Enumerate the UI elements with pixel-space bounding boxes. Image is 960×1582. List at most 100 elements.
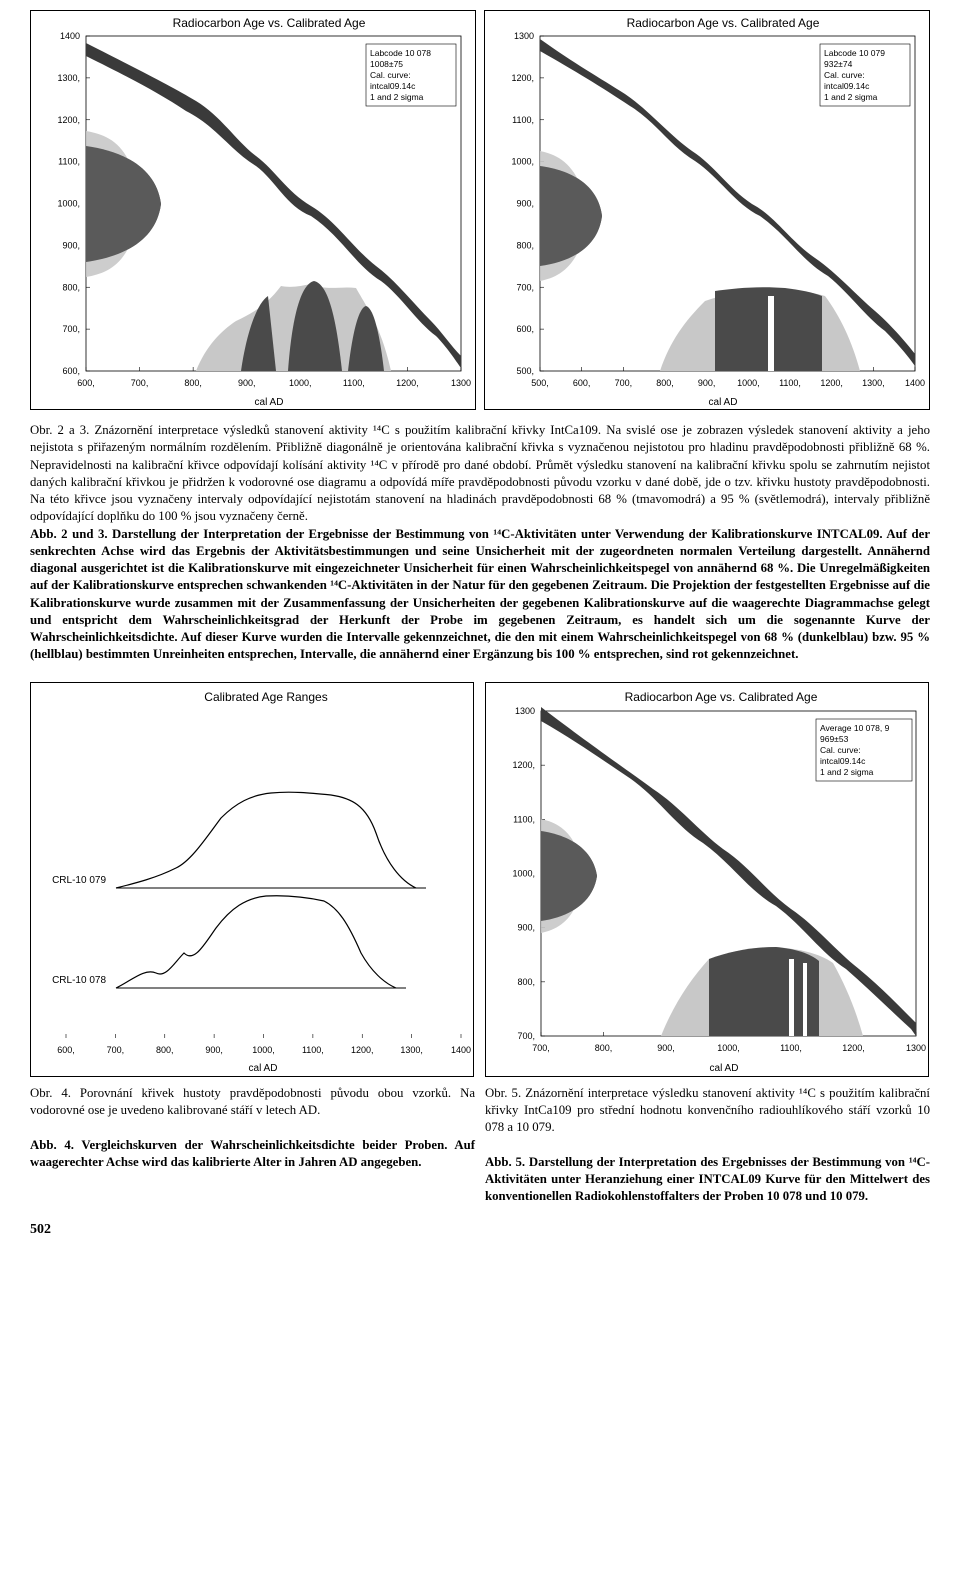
page-number: 502: [30, 1222, 930, 1238]
caption-abb23: Abb. 2 und 3. Darstellung der Interpreta…: [30, 527, 930, 662]
top-caption: Obr. 2 a 3. Znázornění interpretace výsl…: [30, 422, 930, 664]
svg-text:900,: 900,: [62, 240, 80, 250]
svg-text:1000,: 1000,: [717, 1043, 740, 1053]
svg-text:1400: 1400: [905, 378, 925, 388]
caption-abb5: Abb. 5. Darstellung der Interpretation d…: [485, 1155, 930, 1204]
svg-text:932±74: 932±74: [824, 59, 853, 69]
chart-4-title: Radiocarbon Age vs. Calibrated Age: [625, 690, 818, 704]
svg-text:CRL-10 079: CRL-10 079: [52, 875, 106, 886]
bottom-row: Calibrated Age Ranges CRL-10 079 CRL-10 …: [30, 682, 930, 1206]
chart-1: Radiocarbon Age vs. Calibrated Age 600, 7…: [30, 10, 476, 410]
svg-text:1 and 2 sigma: 1 and 2 sigma: [370, 92, 424, 102]
svg-text:Labcode 10 078: Labcode 10 078: [370, 48, 431, 58]
svg-text:cal AD: cal AD: [710, 1063, 739, 1074]
svg-text:CRL-10 078: CRL-10 078: [52, 975, 106, 986]
svg-text:1300,: 1300,: [57, 73, 80, 83]
svg-text:1200,: 1200,: [512, 760, 535, 770]
svg-text:600,: 600,: [62, 366, 80, 376]
svg-text:700,: 700,: [532, 1043, 550, 1053]
svg-text:1300,: 1300,: [400, 1045, 423, 1055]
chart-4: Radiocarbon Age vs. Calibrated Age 700, 8…: [485, 682, 929, 1077]
svg-text:1300: 1300: [451, 378, 471, 388]
svg-text:1300: 1300: [514, 31, 534, 41]
svg-text:Cal. curve:: Cal. curve:: [824, 70, 865, 80]
svg-text:500,: 500,: [531, 378, 549, 388]
svg-text:900,: 900,: [698, 378, 716, 388]
svg-text:900,: 900,: [517, 922, 535, 932]
svg-text:600,: 600,: [516, 324, 534, 334]
svg-text:1008±75: 1008±75: [370, 59, 403, 69]
svg-text:700,: 700,: [615, 378, 633, 388]
svg-text:1100,: 1100,: [58, 157, 80, 167]
svg-text:1100,: 1100,: [343, 378, 365, 388]
svg-text:1100,: 1100,: [302, 1045, 324, 1055]
svg-text:1400: 1400: [451, 1045, 471, 1055]
svg-text:700,: 700,: [131, 378, 149, 388]
svg-text:1000,: 1000,: [252, 1045, 275, 1055]
svg-text:900,: 900,: [205, 1045, 223, 1055]
caption-obr4: Obr. 4. Porovnání křivek hustoty pravděp…: [30, 1086, 475, 1117]
caption-obr4-block: Obr. 4. Porovnání křivek hustoty pravděp…: [30, 1085, 475, 1171]
svg-text:900,: 900,: [657, 1043, 675, 1053]
svg-text:cal AD: cal AD: [255, 397, 284, 408]
svg-text:cal AD: cal AD: [709, 397, 738, 408]
svg-text:Cal. curve:: Cal. curve:: [370, 70, 411, 80]
caption-obr5-block: Obr. 5. Znázornění interpretace výsledku…: [485, 1085, 930, 1206]
svg-text:800,: 800,: [656, 378, 674, 388]
svg-text:1200,: 1200,: [396, 378, 419, 388]
top-chart-row: Radiocarbon Age vs. Calibrated Age 600, 7…: [30, 10, 930, 410]
svg-text:1200,: 1200,: [820, 378, 843, 388]
svg-text:1300: 1300: [515, 706, 535, 716]
svg-text:1000,: 1000,: [511, 157, 534, 167]
svg-text:800,: 800,: [184, 378, 202, 388]
svg-text:Labcode 10 079: Labcode 10 079: [824, 48, 885, 58]
svg-text:intcal09.14c: intcal09.14c: [820, 756, 866, 766]
svg-text:800,: 800,: [517, 977, 535, 987]
svg-text:969±53: 969±53: [820, 734, 849, 744]
svg-text:800,: 800,: [156, 1045, 174, 1055]
svg-text:1100,: 1100,: [513, 814, 535, 824]
svg-text:intcal09.14c: intcal09.14c: [370, 81, 416, 91]
svg-text:1000,: 1000,: [57, 199, 80, 209]
svg-text:500,: 500,: [516, 366, 534, 376]
svg-text:1300: 1300: [906, 1043, 926, 1053]
svg-text:900,: 900,: [516, 199, 534, 209]
caption-obr5: Obr. 5. Znázornění interpretace výsledku…: [485, 1086, 930, 1135]
svg-text:1 and 2 sigma: 1 and 2 sigma: [820, 767, 874, 777]
svg-text:1200,: 1200,: [842, 1043, 865, 1053]
svg-text:intcal09.14c: intcal09.14c: [824, 81, 870, 91]
svg-text:1300,: 1300,: [862, 378, 885, 388]
svg-text:600,: 600,: [77, 378, 95, 388]
svg-text:700,: 700,: [107, 1045, 125, 1055]
svg-text:1200,: 1200,: [511, 73, 534, 83]
svg-text:700,: 700,: [517, 1031, 535, 1041]
chart-1-title: Radiocarbon Age vs. Calibrated Age: [173, 16, 366, 30]
svg-text:1400: 1400: [60, 31, 80, 41]
svg-text:1100,: 1100,: [780, 1043, 802, 1053]
svg-text:900,: 900,: [238, 378, 256, 388]
svg-text:1200,: 1200,: [351, 1045, 374, 1055]
chart-2-title: Radiocarbon Age vs. Calibrated Age: [627, 16, 820, 30]
svg-text:Average 10 078, 9: Average 10 078, 9: [820, 723, 890, 733]
svg-text:1000,: 1000,: [737, 378, 760, 388]
svg-text:1000,: 1000,: [289, 378, 312, 388]
svg-text:1100,: 1100,: [779, 378, 801, 388]
svg-text:800,: 800,: [595, 1043, 613, 1053]
chart-2: Radiocarbon Age vs. Calibrated Age 500, 6…: [484, 10, 930, 410]
svg-text:700,: 700,: [516, 282, 534, 292]
svg-text:800,: 800,: [516, 240, 534, 250]
caption-obr23: Obr. 2 a 3. Znázornění interpretace výsl…: [30, 423, 930, 523]
svg-text:1200,: 1200,: [57, 115, 80, 125]
svg-text:cal AD: cal AD: [249, 1063, 278, 1074]
svg-text:700,: 700,: [62, 324, 80, 334]
chart-3: Calibrated Age Ranges CRL-10 079 CRL-10 …: [30, 682, 474, 1077]
svg-text:800,: 800,: [62, 282, 80, 292]
caption-abb4: Abb. 4. Vergleichskurven der Wahrscheinl…: [30, 1138, 475, 1169]
svg-text:Cal. curve:: Cal. curve:: [820, 745, 861, 755]
svg-text:1000,: 1000,: [512, 868, 535, 878]
svg-text:1100,: 1100,: [512, 115, 534, 125]
svg-text:600,: 600,: [57, 1045, 75, 1055]
chart-3-title: Calibrated Age Ranges: [204, 690, 327, 704]
svg-text:600,: 600,: [573, 378, 591, 388]
svg-text:1 and 2 sigma: 1 and 2 sigma: [824, 92, 878, 102]
